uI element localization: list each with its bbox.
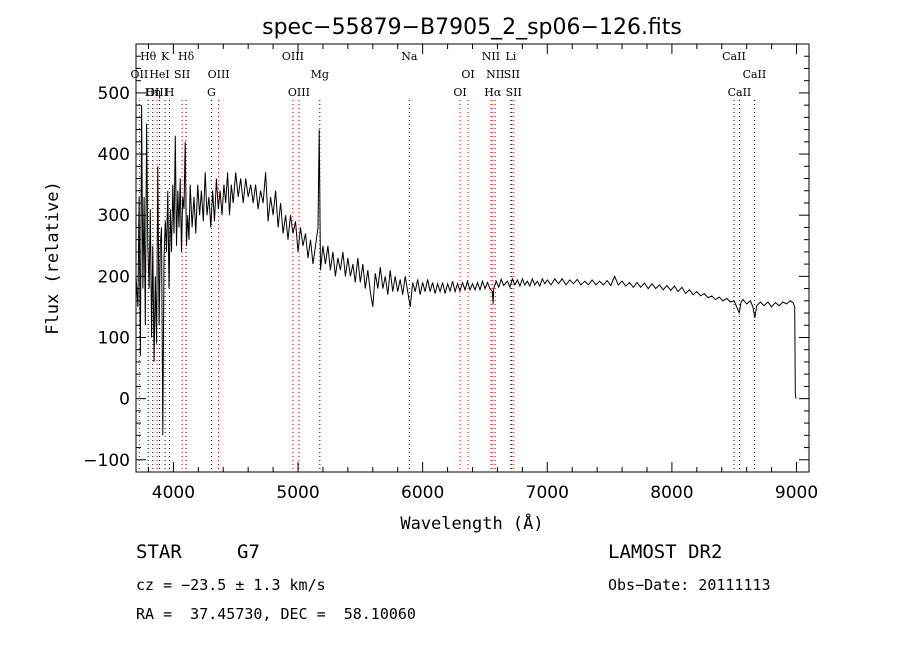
line-marker-label-18: NII — [486, 68, 504, 81]
line-marker-label-11: OIII — [282, 50, 304, 63]
y-tick-label-6: 500 — [98, 84, 130, 104]
line-marker-label-0: Hθ — [140, 50, 157, 63]
obs-date-text: Obs−Date: 20111113 — [608, 576, 771, 594]
y-tick-label-2: 100 — [98, 328, 130, 348]
x-tick-label-5: 9000 — [775, 483, 818, 503]
y-axis-label: Flux (relative) — [43, 181, 63, 335]
line-marker-label-19: Hα — [484, 86, 502, 99]
line-marker-label-25: CaII — [743, 68, 767, 81]
line-marker-label-9: OIII — [208, 68, 230, 81]
line-marker-label-4: HeI — [149, 68, 169, 81]
line-marker-labels: HθOIIOIIIHηHeIKHSIIHδOIIIGOIIIOIIIMgNaOI… — [131, 50, 767, 99]
survey-label: LAMOST DR2 — [608, 541, 723, 563]
line-marker-label-21: SII — [504, 68, 520, 81]
y-tick-label-3: 200 — [98, 267, 130, 287]
line-marker-label-22: SII — [506, 86, 522, 99]
x-tick-label-3: 7000 — [526, 483, 569, 503]
line-marker-label-17: NII — [482, 50, 500, 63]
object-subclass-label: G7 — [237, 541, 260, 563]
line-marker-label-2: OIII — [146, 86, 168, 99]
y-tick-label-0: −100 — [83, 451, 130, 471]
line-marker-label-10: G — [207, 86, 216, 99]
x-axis-ticks: 4000 5000 6000 7000 8000 9000 — [147, 44, 818, 503]
x-tick-label-4: 8000 — [650, 483, 693, 503]
line-marker-label-5: K — [161, 50, 170, 63]
line-marker-label-6: H — [165, 86, 175, 99]
object-class-label: STAR — [136, 541, 182, 563]
line-marker-label-15: OI — [453, 86, 466, 99]
plot-frame — [135, 43, 810, 473]
redshift-text: cz = −23.5 ± 1.3 km/s — [136, 576, 326, 594]
y-tick-label-4: 300 — [98, 206, 130, 226]
line-marker-label-16: OI — [461, 68, 474, 81]
y-tick-label-5: 400 — [98, 145, 130, 165]
line-marker-label-14: Na — [401, 50, 418, 63]
y-axis-ticks: −100 0 100 200 300 400 500 — [83, 43, 809, 473]
x-tick-label-2: 6000 — [401, 483, 444, 503]
line-marker-label-23: CaII — [722, 50, 746, 63]
line-marker-label-12: OIII — [288, 86, 310, 99]
x-tick-label-0: 4000 — [152, 483, 195, 503]
line-marker-label-24: CaII — [728, 86, 752, 99]
line-marker-label-20: Li — [505, 50, 516, 63]
line-marker-label-3: Hη — [145, 86, 161, 99]
line-marker-label-8: Hδ — [178, 50, 195, 63]
spectrum-series-line — [135, 105, 797, 436]
coordinates-text: RA = 37.45730, DEC = 58.10060 — [136, 605, 416, 623]
x-tick-label-1: 5000 — [276, 483, 319, 503]
chart-title: spec−55879−B7905_2_sp06−126.fits — [262, 15, 682, 40]
line-marker-label-13: Mg — [311, 68, 329, 81]
x-axis-label: Wavelength (Å) — [400, 512, 543, 534]
line-marker-label-7: SII — [174, 68, 190, 81]
line-marker-label-1: OII — [131, 68, 149, 81]
y-tick-label-1: 0 — [119, 390, 130, 410]
